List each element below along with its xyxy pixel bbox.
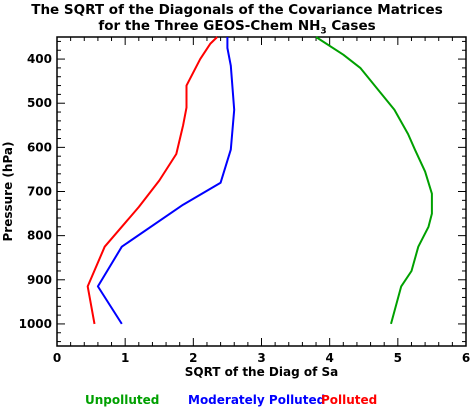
x-tick-label: 4 <box>325 351 333 365</box>
x-tick-label: 5 <box>394 351 402 365</box>
y-tick-label: 600 <box>27 140 52 154</box>
x-tick-label: 0 <box>53 351 61 365</box>
x-tick-label: 2 <box>189 351 197 365</box>
chart-title-line2: for the Three GEOS-Chem NH3 Cases <box>0 18 474 40</box>
title-subscript: 3 <box>320 26 327 37</box>
y-tick-label: 800 <box>27 229 52 243</box>
y-tick-label: 400 <box>27 52 52 66</box>
y-tick-label: 500 <box>27 96 52 110</box>
x-tick-label: 6 <box>462 351 470 365</box>
legend-unpolluted: Unpolluted <box>85 393 160 407</box>
legend-polluted: Polluted <box>321 393 378 407</box>
y-tick-label: 700 <box>27 185 52 199</box>
x-axis-label: SQRT of the Diag of Sa <box>185 365 338 379</box>
x-tick-label: 3 <box>257 351 265 365</box>
x-tick-label: 1 <box>121 351 129 365</box>
series-line-polluted <box>86 36 218 325</box>
chart-title-line1: The SQRT of the Diagonals of the Covaria… <box>31 2 443 18</box>
series-line-unpolluted <box>315 36 433 325</box>
plot-frame <box>56 36 467 347</box>
y-tick-label: 1000 <box>19 317 52 331</box>
legend-moderately-polluted: Moderately Polluted <box>188 393 326 407</box>
series-line-moderately-polluted <box>96 37 236 325</box>
y-tick-label: 900 <box>27 273 52 287</box>
title-line2-text: for the Three GEOS-Chem NH3 Cases <box>98 18 376 37</box>
y-axis-label: Pressure (hPa) <box>1 142 15 242</box>
